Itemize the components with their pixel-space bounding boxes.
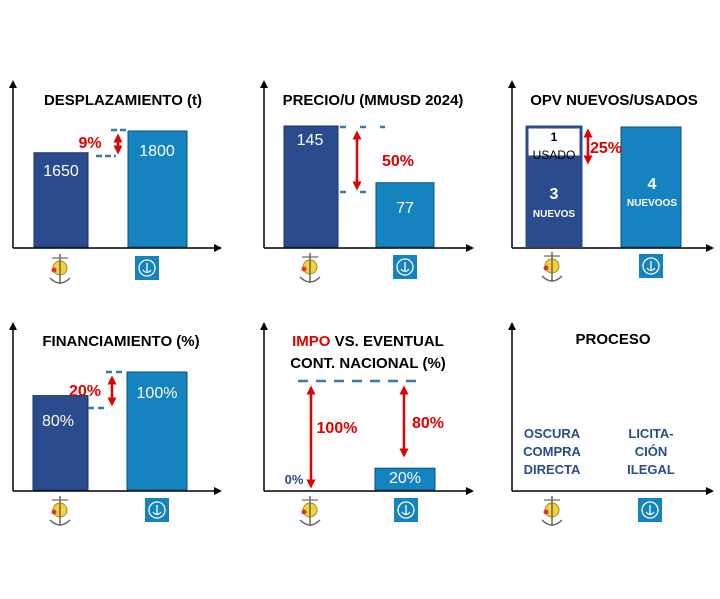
anchor-emblem-icon	[299, 253, 321, 283]
anchor-emblem-icon	[541, 252, 563, 282]
delta-label: 9%	[78, 135, 101, 152]
bar-segment-nuevos	[525, 157, 583, 247]
bar-1650	[33, 152, 89, 248]
chart-title: PRECIO/U (MMUSD 2024)	[283, 92, 464, 109]
bar-145	[283, 125, 339, 248]
panel-desplazamiento: DESPLAZAMIENTO (t) 1650 1800 9%	[9, 80, 222, 284]
proceso-right-line-1: LICITA-	[628, 426, 673, 441]
naval-seal-icon	[393, 255, 417, 279]
panel-proceso: PROCESO OSCURA COMPRA DIRECTA LICITA- CI…	[508, 322, 714, 526]
naval-seal-icon	[639, 254, 663, 278]
segment-label-usado: USADO	[533, 148, 576, 162]
bar-1800	[127, 130, 188, 248]
delta-label: 50%	[382, 153, 414, 170]
segment-label-nuevos: NUEVOS	[533, 209, 576, 220]
segment-count-usado: 1	[551, 130, 558, 144]
chart-title: FINANCIAMIENTO (%)	[42, 333, 199, 350]
bar-nuevos-4	[620, 126, 682, 248]
bar-count-right: 4	[648, 176, 657, 193]
chart-title: DESPLAZAMIENTO (t)	[44, 92, 202, 109]
chart-title: IMPO VS. EVENTUAL	[292, 333, 444, 350]
proceso-right-line-3: ILEGAL	[627, 462, 675, 477]
bar-20	[374, 467, 436, 491]
bar-value-label-1800: 1800	[139, 143, 175, 160]
proceso-left-line-3: DIRECTA	[524, 462, 581, 477]
anchor-emblem-icon	[541, 496, 563, 526]
bar-value-label-77: 77	[396, 200, 414, 217]
chart-title: PROCESO	[575, 331, 650, 348]
bar-100	[126, 371, 188, 491]
delta-label: 20%	[69, 383, 101, 400]
naval-seal-icon	[638, 498, 662, 522]
naval-seal-icon	[135, 256, 159, 280]
bar-value-label-80: 80%	[42, 413, 74, 430]
chart-title: OPV NUEVOS/USADOS	[530, 92, 698, 109]
anchor-emblem-icon	[49, 254, 71, 284]
anchor-emblem-icon	[299, 496, 321, 526]
panel-financiamiento: FINANCIAMIENTO (%) 80% 100% 20%	[9, 322, 222, 526]
panel-impo: IMPO VS. EVENTUAL CONT. NACIONAL (%) 0% …	[260, 322, 474, 526]
segment-count-nuevos: 3	[550, 186, 559, 203]
bar-label-right: NUEVOOS	[627, 198, 677, 209]
proceso-right-line-2: CIÓN	[635, 444, 668, 459]
bar-value-label-1650: 1650	[43, 163, 79, 180]
bar-value-label-20: 20%	[389, 470, 421, 487]
delta-label-80: 80%	[412, 415, 444, 432]
anchor-emblem-icon	[49, 496, 71, 526]
bar-value-label-100: 100%	[137, 385, 178, 402]
bar-value-label-145: 145	[297, 132, 324, 149]
delta-label: 25%	[590, 140, 622, 157]
panel-opv: OPV NUEVOS/USADOS 1 USADO 3 NUEVOS 4 NUE…	[508, 80, 714, 282]
naval-seal-icon	[145, 498, 169, 522]
naval-seal-icon	[394, 498, 418, 522]
bar-77	[375, 182, 435, 248]
chart-title-line2: CONT. NACIONAL (%)	[290, 355, 446, 372]
panel-precio: PRECIO/U (MMUSD 2024) 145 77 50%	[260, 80, 474, 283]
bar-value-label-0: 0%	[285, 472, 304, 487]
bar-80	[32, 395, 89, 491]
delta-label-100: 100%	[317, 420, 358, 437]
proceso-left-line-1: OSCURA	[524, 426, 581, 441]
proceso-left-line-2: COMPRA	[523, 444, 581, 459]
